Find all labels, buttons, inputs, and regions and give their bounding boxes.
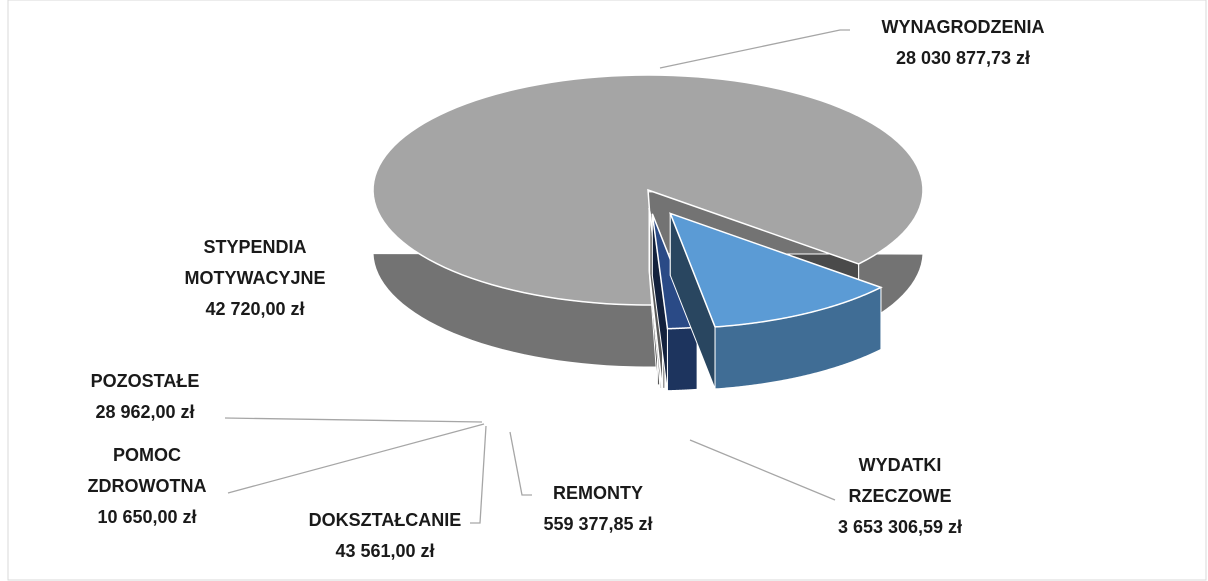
value-label: 559 377,85 zł xyxy=(543,514,653,534)
category-label: WYNAGRODZENIA xyxy=(881,17,1045,37)
value-label: 10 650,00 zł xyxy=(97,507,197,527)
category-label: POMOC ZDROWOTNA xyxy=(87,445,207,496)
data-label: WYNAGRODZENIA 28 030 877,73 zł xyxy=(813,12,1113,74)
data-label: POZOSTAŁE 28 962,00 zł xyxy=(45,366,245,428)
value-label: 43 561,00 zł xyxy=(335,541,435,561)
leader-line xyxy=(224,417,483,423)
category-label: DOKSZTAŁCANIE xyxy=(308,510,462,530)
leader-line xyxy=(227,423,485,494)
pie-slice xyxy=(372,74,924,306)
data-label: POMOC ZDROWOTNA 10 650,00 zł xyxy=(62,440,232,533)
slice-side xyxy=(666,326,698,392)
leader-line xyxy=(509,431,532,496)
leader-line xyxy=(470,425,487,524)
value-label: 3 653 306,59 zł xyxy=(837,517,963,537)
value-label: 28 962,00 zł xyxy=(95,402,195,422)
data-label: REMONTY 559 377,85 zł xyxy=(498,478,698,540)
pie-slice xyxy=(668,212,883,328)
category-label: WYDATKI RZECZOWE xyxy=(848,455,952,506)
leader-line xyxy=(689,439,836,501)
value-label: 28 030 877,73 zł xyxy=(895,48,1031,68)
value-label: 42 720,00 zł xyxy=(205,299,305,319)
category-label: POZOSTAŁE xyxy=(90,371,200,391)
category-label: STYPENDIA MOTYWACYJNE xyxy=(184,237,326,288)
leader-line xyxy=(659,29,850,69)
data-label: STYPENDIA MOTYWACYJNE 42 720,00 zł xyxy=(150,232,360,325)
category-label: REMONTY xyxy=(553,483,643,503)
data-label: DOKSZTAŁCANIE 43 561,00 zł xyxy=(275,505,495,567)
data-label: WYDATKI RZECZOWE 3 653 306,59 zł xyxy=(820,450,980,543)
